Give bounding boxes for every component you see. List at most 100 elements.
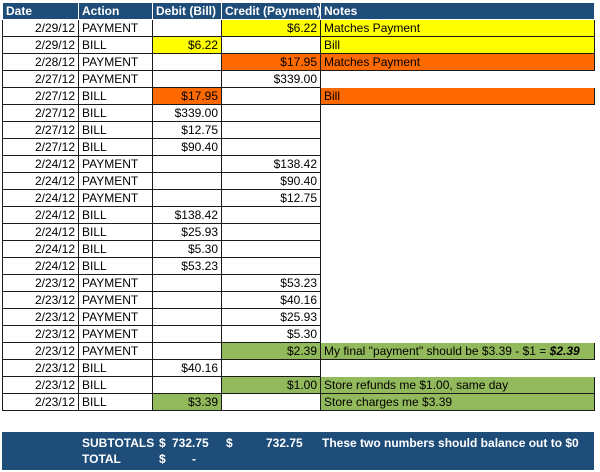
cell-credit[interactable]: $6.22 xyxy=(221,19,321,37)
cell-debit[interactable]: $90.40 xyxy=(152,138,222,156)
header-debit[interactable]: Debit (Bill) xyxy=(152,2,222,20)
cell-action[interactable]: BILL xyxy=(78,206,153,224)
cell-notes[interactable]: Bill xyxy=(320,36,595,54)
cell-notes[interactable] xyxy=(320,172,595,190)
header-notes[interactable]: Notes xyxy=(320,2,595,20)
cell-action[interactable]: BILL xyxy=(78,223,153,241)
cell-notes[interactable] xyxy=(320,257,595,275)
cell-date[interactable]: 2/27/12 xyxy=(2,70,79,88)
cell-notes[interactable]: Bill xyxy=(320,87,595,105)
cell-action[interactable]: PAYMENT xyxy=(78,189,153,207)
cell-date[interactable]: 2/29/12 xyxy=(2,19,79,37)
header-date[interactable]: Date xyxy=(2,2,79,20)
cell-action[interactable]: BILL xyxy=(78,359,153,377)
cell-notes[interactable] xyxy=(320,291,595,309)
cell-date[interactable]: 2/24/12 xyxy=(2,223,79,241)
cell-credit[interactable]: $53.23 xyxy=(221,274,321,292)
cell-credit[interactable] xyxy=(221,257,321,275)
cell-action[interactable]: PAYMENT xyxy=(78,172,153,190)
cell-date[interactable]: 2/23/12 xyxy=(2,359,79,377)
cell-notes[interactable] xyxy=(320,138,595,156)
cell-debit[interactable] xyxy=(152,308,222,326)
cell-debit[interactable] xyxy=(152,19,222,37)
cell-notes[interactable] xyxy=(320,121,595,139)
header-credit[interactable]: Credit (Payment) xyxy=(221,2,321,20)
cell-debit[interactable] xyxy=(152,291,222,309)
cell-debit[interactable] xyxy=(152,189,222,207)
cell-debit[interactable] xyxy=(152,376,222,394)
total-value[interactable]: - xyxy=(192,452,196,466)
cell-debit[interactable]: $40.16 xyxy=(152,359,222,377)
cell-notes[interactable]: Matches Payment xyxy=(320,53,595,71)
cell-credit[interactable] xyxy=(221,206,321,224)
cell-credit[interactable]: $25.93 xyxy=(221,308,321,326)
cell-debit[interactable]: $12.75 xyxy=(152,121,222,139)
cell-action[interactable]: BILL xyxy=(78,121,153,139)
cell-date[interactable]: 2/29/12 xyxy=(2,36,79,54)
cell-credit[interactable]: $2.39 xyxy=(221,342,321,360)
cell-action[interactable]: PAYMENT xyxy=(78,291,153,309)
cell-debit[interactable] xyxy=(152,172,222,190)
cell-action[interactable]: PAYMENT xyxy=(78,325,153,343)
cell-action[interactable]: BILL xyxy=(78,257,153,275)
cell-credit[interactable] xyxy=(221,87,321,105)
cell-action[interactable]: BILL xyxy=(78,138,153,156)
cell-debit[interactable] xyxy=(152,325,222,343)
cell-date[interactable]: 2/27/12 xyxy=(2,87,79,105)
cell-action[interactable]: PAYMENT xyxy=(78,342,153,360)
cell-action[interactable]: PAYMENT xyxy=(78,308,153,326)
cell-date[interactable]: 2/24/12 xyxy=(2,240,79,258)
cell-credit[interactable]: $138.42 xyxy=(221,155,321,173)
cell-notes[interactable] xyxy=(320,70,595,88)
cell-debit[interactable]: $6.22 xyxy=(152,36,222,54)
cell-action[interactable]: PAYMENT xyxy=(78,274,153,292)
cell-date[interactable]: 2/27/12 xyxy=(2,138,79,156)
cell-action[interactable]: BILL xyxy=(78,376,153,394)
cell-action[interactable]: BILL xyxy=(78,104,153,122)
cell-date[interactable]: 2/28/12 xyxy=(2,53,79,71)
cell-date[interactable]: 2/23/12 xyxy=(2,308,79,326)
cell-credit[interactable] xyxy=(221,240,321,258)
cell-credit[interactable] xyxy=(221,359,321,377)
cell-debit[interactable]: $53.23 xyxy=(152,257,222,275)
cell-notes[interactable] xyxy=(320,325,595,343)
cell-notes[interactable] xyxy=(320,274,595,292)
cell-notes[interactable] xyxy=(320,223,595,241)
cell-notes[interactable]: Store refunds me $1.00, same day xyxy=(320,376,595,394)
debit-subtotal-value[interactable]: 732.75 xyxy=(172,436,209,450)
cell-credit[interactable] xyxy=(221,223,321,241)
cell-notes[interactable] xyxy=(320,240,595,258)
cell-credit[interactable] xyxy=(221,393,321,411)
cell-debit[interactable]: $3.39 xyxy=(152,393,222,411)
cell-date[interactable]: 2/23/12 xyxy=(2,393,79,411)
cell-date[interactable]: 2/27/12 xyxy=(2,104,79,122)
credit-subtotal-value[interactable]: 732.75 xyxy=(266,436,303,450)
cell-date[interactable]: 2/23/12 xyxy=(2,376,79,394)
cell-credit[interactable]: $339.00 xyxy=(221,70,321,88)
cell-debit[interactable] xyxy=(152,342,222,360)
cell-debit[interactable]: $5.30 xyxy=(152,240,222,258)
cell-credit[interactable]: $12.75 xyxy=(221,189,321,207)
cell-debit[interactable]: $25.93 xyxy=(152,223,222,241)
cell-debit[interactable] xyxy=(152,70,222,88)
cell-credit[interactable] xyxy=(221,104,321,122)
cell-action[interactable]: BILL xyxy=(78,240,153,258)
cell-debit[interactable]: $17.95 xyxy=(152,87,222,105)
cell-action[interactable]: PAYMENT xyxy=(78,155,153,173)
cell-action[interactable]: PAYMENT xyxy=(78,19,153,37)
cell-debit[interactable]: $339.00 xyxy=(152,104,222,122)
cell-date[interactable]: 2/24/12 xyxy=(2,189,79,207)
cell-date[interactable]: 2/24/12 xyxy=(2,206,79,224)
cell-notes[interactable] xyxy=(320,206,595,224)
cell-date[interactable]: 2/27/12 xyxy=(2,121,79,139)
cell-credit[interactable]: $5.30 xyxy=(221,325,321,343)
cell-credit[interactable]: $40.16 xyxy=(221,291,321,309)
cell-notes[interactable] xyxy=(320,155,595,173)
cell-date[interactable]: 2/24/12 xyxy=(2,257,79,275)
cell-date[interactable]: 2/23/12 xyxy=(2,274,79,292)
cell-credit[interactable] xyxy=(221,36,321,54)
cell-action[interactable]: PAYMENT xyxy=(78,70,153,88)
cell-credit[interactable]: $1.00 xyxy=(221,376,321,394)
cell-debit[interactable] xyxy=(152,155,222,173)
cell-credit[interactable]: $17.95 xyxy=(221,53,321,71)
